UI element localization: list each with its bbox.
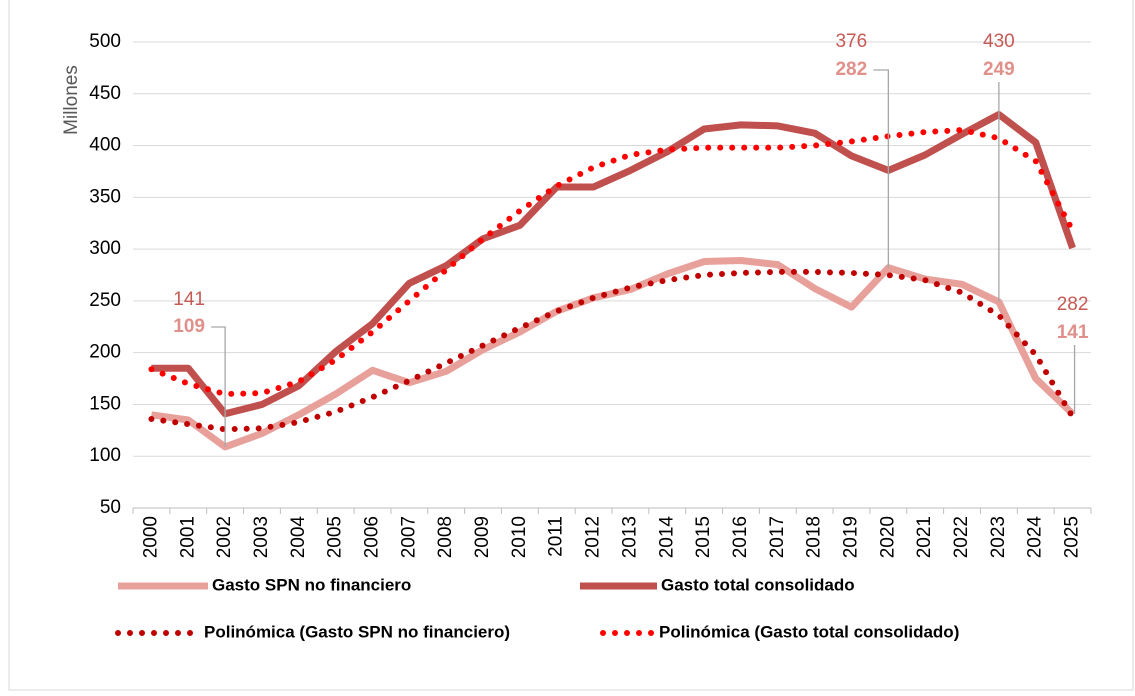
x-tick-label: 2003 xyxy=(251,516,272,558)
x-tick-label: 2002 xyxy=(214,516,235,558)
y-tick-label: 500 xyxy=(89,31,121,52)
x-tick-label: 2014 xyxy=(656,516,677,559)
x-tick-label: 2008 xyxy=(435,516,456,558)
y-tick-label: 300 xyxy=(89,238,121,259)
annotation-label: 430 xyxy=(983,31,1015,52)
x-tick-label: 2012 xyxy=(583,516,604,558)
series-line xyxy=(148,268,1076,433)
x-tick-label: 2011 xyxy=(546,516,567,557)
y-tick-label: 200 xyxy=(89,342,121,363)
x-tick-label: 2015 xyxy=(693,516,714,558)
x-tick-label: 2001 xyxy=(177,516,198,558)
legend-label: Gasto SPN no financiero xyxy=(212,575,411,594)
annotation-label: 249 xyxy=(983,59,1015,80)
x-tick-label: 2022 xyxy=(951,516,972,558)
y-tick-label: 400 xyxy=(89,135,121,156)
annotation-label: 282 xyxy=(835,59,867,80)
x-tick-label: 2000 xyxy=(140,516,161,558)
legend-label: Polinómica (Gasto SPN no financiero) xyxy=(204,622,510,641)
annotation-label: 141 xyxy=(1057,322,1089,343)
x-tick-label: 2016 xyxy=(730,516,751,558)
annotation-label: 141 xyxy=(173,289,205,310)
x-tick-label: 2020 xyxy=(877,516,898,558)
y-axis-label: Millones xyxy=(61,65,82,135)
x-tick-label: 2018 xyxy=(804,516,825,558)
x-tick-label: 2005 xyxy=(325,516,346,558)
x-tick-label: 2017 xyxy=(767,516,788,558)
x-tick-label: 2021 xyxy=(914,516,935,558)
x-tick-label: 2007 xyxy=(398,516,419,558)
x-tick-label: 2004 xyxy=(288,516,309,559)
y-tick-label: 100 xyxy=(89,445,121,466)
legend-label: Gasto total consolidado xyxy=(661,575,855,594)
annotation-label: 109 xyxy=(173,316,205,337)
y-tick-label: 150 xyxy=(89,393,121,414)
y-tick-label: 350 xyxy=(89,186,121,207)
x-tick-label: 2019 xyxy=(841,516,862,558)
series-line xyxy=(150,257,1075,451)
x-tick-label: 2010 xyxy=(509,516,530,558)
series-line xyxy=(148,127,1076,398)
legend-label: Polinómica (Gasto total consolidado) xyxy=(659,622,959,641)
x-tick-label: 2025 xyxy=(1062,516,1083,558)
x-tick-label: 2023 xyxy=(988,516,1009,558)
annotation-label: 376 xyxy=(835,31,867,52)
x-tick-label: 2024 xyxy=(1025,516,1046,559)
y-tick-label: 50 xyxy=(100,497,121,518)
y-tick-label: 450 xyxy=(89,83,121,104)
x-tick-label: 2013 xyxy=(619,516,640,558)
annotation-leader xyxy=(873,69,889,268)
x-tick-label: 2006 xyxy=(362,516,383,558)
y-tick-label: 250 xyxy=(89,290,121,311)
chart-border xyxy=(8,0,1134,691)
annotation-label: 282 xyxy=(1057,294,1089,315)
x-tick-label: 2009 xyxy=(472,516,493,558)
annotation-leader xyxy=(211,326,226,447)
series-line xyxy=(151,110,1076,418)
